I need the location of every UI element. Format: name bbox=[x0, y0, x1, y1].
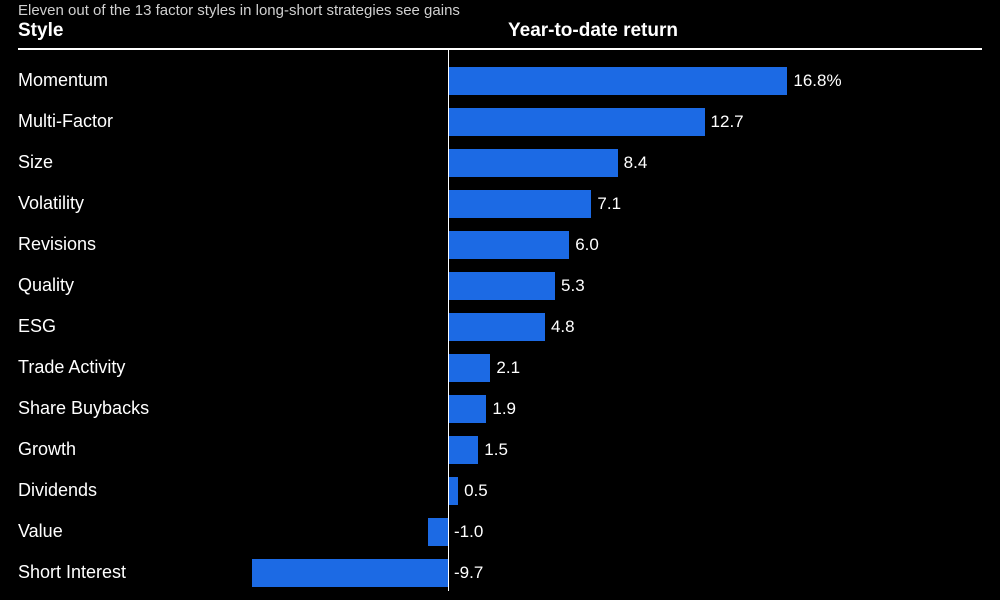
table-row: Quality 5.3 bbox=[18, 265, 982, 306]
value-label: -1.0 bbox=[454, 522, 483, 542]
bar-area: 16.8% bbox=[198, 66, 982, 96]
bar-area: 7.1 bbox=[198, 189, 982, 219]
table-row: Revisions 6.0 bbox=[18, 224, 982, 265]
value-label: 4.8 bbox=[551, 317, 575, 337]
value-label: 12.7 bbox=[711, 112, 744, 132]
row-label: Size bbox=[18, 152, 198, 173]
chart-subtitle: Eleven out of the 13 factor styles in lo… bbox=[18, 0, 982, 20]
header-row: Style Year-to-date return bbox=[18, 20, 982, 50]
bar bbox=[448, 477, 458, 505]
value-label: 0.5 bbox=[464, 481, 488, 501]
row-label: Share Buybacks bbox=[18, 398, 198, 419]
row-label: Short Interest bbox=[18, 562, 198, 583]
bar-area: 4.8 bbox=[198, 312, 982, 342]
zero-baseline bbox=[448, 48, 449, 591]
value-label: 16.8% bbox=[793, 71, 841, 91]
table-row: Volatility 7.1 bbox=[18, 183, 982, 224]
table-row: Value -1.0 bbox=[18, 511, 982, 552]
row-label: Revisions bbox=[18, 234, 198, 255]
table-row: Momentum 16.8% bbox=[18, 60, 982, 101]
bar bbox=[448, 190, 591, 218]
table-row: Share Buybacks 1.9 bbox=[18, 388, 982, 429]
table-row: Size 8.4 bbox=[18, 142, 982, 183]
table-row: Trade Activity 2.1 bbox=[18, 347, 982, 388]
bar-area: 5.3 bbox=[198, 271, 982, 301]
bar-area: 0.5 bbox=[198, 476, 982, 506]
bar bbox=[428, 518, 448, 546]
value-label: 5.3 bbox=[561, 276, 585, 296]
value-label: 1.5 bbox=[484, 440, 508, 460]
row-label: Quality bbox=[18, 275, 198, 296]
row-label: Volatility bbox=[18, 193, 198, 214]
row-label: ESG bbox=[18, 316, 198, 337]
header-return: Year-to-date return bbox=[448, 20, 982, 42]
bar bbox=[448, 436, 478, 464]
value-label: -9.7 bbox=[454, 563, 483, 583]
bar-area: 2.1 bbox=[198, 353, 982, 383]
bar-area: 12.7 bbox=[198, 107, 982, 137]
bar-area: -9.7 bbox=[198, 558, 982, 588]
bar bbox=[448, 149, 618, 177]
value-label: 1.9 bbox=[492, 399, 516, 419]
row-label: Trade Activity bbox=[18, 357, 198, 378]
bar bbox=[448, 272, 555, 300]
chart-body: Momentum 16.8% Multi-Factor 12.7 Size 8.4 Vola… bbox=[18, 50, 982, 593]
bar-area: 6.0 bbox=[198, 230, 982, 260]
bar-area: 8.4 bbox=[198, 148, 982, 178]
table-row: Short Interest -9.7 bbox=[18, 552, 982, 593]
header-style: Style bbox=[18, 20, 448, 42]
bar-area: -1.0 bbox=[198, 517, 982, 547]
bar bbox=[448, 108, 705, 136]
row-label: Dividends bbox=[18, 480, 198, 501]
value-label: 7.1 bbox=[597, 194, 621, 214]
value-label: 8.4 bbox=[624, 153, 648, 173]
bar bbox=[448, 313, 545, 341]
bar-area: 1.9 bbox=[198, 394, 982, 424]
table-row: Growth 1.5 bbox=[18, 429, 982, 470]
bar bbox=[448, 67, 787, 95]
row-label: Value bbox=[18, 521, 198, 542]
value-label: 2.1 bbox=[496, 358, 520, 378]
row-label: Momentum bbox=[18, 70, 198, 91]
value-label: 6.0 bbox=[575, 235, 599, 255]
table-row: Dividends 0.5 bbox=[18, 470, 982, 511]
bar bbox=[448, 354, 490, 382]
bar bbox=[448, 395, 486, 423]
table-row: ESG 4.8 bbox=[18, 306, 982, 347]
table-row: Multi-Factor 12.7 bbox=[18, 101, 982, 142]
row-label: Multi-Factor bbox=[18, 111, 198, 132]
row-label: Growth bbox=[18, 439, 198, 460]
bar bbox=[252, 559, 448, 587]
chart-area: Momentum 16.8% Multi-Factor 12.7 Size 8.4 Vola… bbox=[18, 50, 982, 593]
bar-area: 1.5 bbox=[198, 435, 982, 465]
bar bbox=[448, 231, 569, 259]
